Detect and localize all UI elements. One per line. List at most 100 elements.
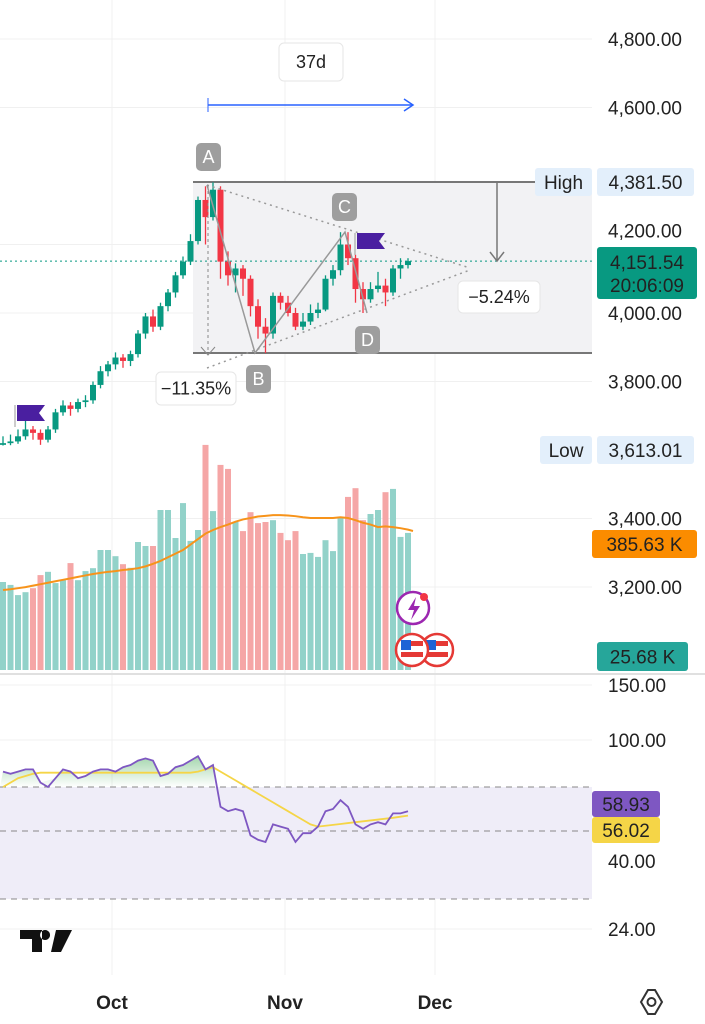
point-label-d-box[interactable]	[355, 326, 380, 354]
volume-bar	[127, 567, 134, 670]
candle-body	[150, 316, 156, 327]
point-label-a-box[interactable]	[196, 143, 221, 171]
volume-bar	[270, 520, 276, 670]
volume-bar	[330, 551, 336, 670]
tradingview-logo[interactable]	[20, 930, 72, 952]
candle-body	[217, 189, 224, 262]
volume-bar	[217, 464, 224, 670]
volume-ma-value: 385.63 K	[606, 535, 682, 556]
price-tick-label: 3,200.00	[608, 578, 682, 599]
point-label-c: C	[338, 197, 351, 217]
volume-bar	[285, 540, 291, 670]
candle-body	[90, 384, 96, 401]
low-label: Low	[549, 441, 584, 462]
price-tick-label: 3,400.00	[608, 510, 682, 531]
candle-body	[45, 429, 51, 440]
candle-body	[262, 326, 269, 334]
volume-bar	[345, 496, 351, 670]
candle-body	[247, 278, 254, 307]
candle-body	[240, 268, 246, 279]
bar-countdown: 20:06:09	[610, 276, 684, 297]
candle-body	[195, 199, 201, 242]
volume-bar	[45, 571, 51, 670]
flag-icon[interactable]	[357, 233, 385, 249]
candle-body	[390, 268, 396, 293]
volume-bar	[277, 532, 284, 670]
candle-body	[127, 354, 134, 361]
target-percent-label-box[interactable]	[457, 280, 541, 314]
candle-body	[337, 244, 344, 271]
point-label-d: D	[361, 330, 374, 350]
volume-bar	[337, 518, 344, 670]
candle-body	[172, 275, 179, 293]
volume-bar	[135, 542, 141, 670]
volume-bar	[105, 550, 111, 670]
candle-body	[187, 241, 194, 262]
rsi-overbought-fill	[0, 756, 215, 787]
drop-percent-label-box[interactable]	[155, 371, 237, 406]
volume-bar	[157, 510, 164, 670]
candle-body	[15, 436, 21, 442]
candle-body	[135, 333, 141, 355]
candle-body	[52, 412, 59, 430]
candle-body	[22, 429, 29, 437]
last-price-badge	[597, 247, 697, 299]
candle-body	[60, 405, 66, 413]
settings-center-icon	[646, 997, 657, 1007]
flag-icon[interactable]	[17, 405, 45, 421]
volume-bar	[165, 510, 171, 670]
candle-body	[307, 313, 314, 322]
volume-bar	[172, 538, 179, 670]
time-tick-label: Oct	[96, 993, 128, 1014]
us-flag-event-icon[interactable]	[394, 632, 430, 668]
volume-ma-value-badge	[592, 530, 697, 558]
date-range-label-box[interactable]	[278, 42, 344, 82]
abcd-pattern-line[interactable]	[206, 184, 368, 355]
candle-body	[67, 405, 74, 409]
triangle-upper-line[interactable]	[206, 184, 471, 269]
rsi-tick-label: 40.00	[608, 852, 656, 873]
candle-body	[255, 306, 261, 327]
volume-bar	[82, 571, 89, 670]
flag-stripe	[426, 641, 448, 646]
flag-canton	[401, 640, 411, 650]
high-value-badge	[597, 168, 694, 196]
candle-body	[75, 402, 81, 409]
arrow-down-icon	[200, 346, 216, 356]
point-label-c-box[interactable]	[332, 193, 357, 221]
price-tick-label: 4,200.00	[608, 222, 682, 243]
volume-bar	[315, 556, 321, 670]
arrow-right-icon	[403, 98, 415, 112]
lightning-icon	[408, 597, 420, 620]
arrow-down-icon	[489, 251, 505, 263]
candle-body	[405, 261, 411, 266]
rsi-value: 58.93	[602, 795, 650, 816]
candle-body	[82, 400, 89, 403]
volume-bar	[120, 564, 126, 670]
low-value: 3,613.01	[609, 441, 683, 462]
candle-body	[7, 441, 14, 444]
point-label-b-box[interactable]	[246, 365, 271, 393]
volume-bar	[150, 546, 156, 670]
volume-bar	[67, 563, 74, 670]
rsi-line	[2, 754, 409, 844]
high-value: 4,381.50	[609, 173, 683, 194]
settings-hexagon-icon[interactable]	[639, 989, 664, 1015]
point-label-a: A	[202, 147, 214, 167]
high-label-badge	[535, 168, 592, 196]
volume-bar	[112, 556, 119, 670]
candle-body	[112, 357, 119, 365]
candle-body	[330, 270, 336, 279]
volume-bar	[142, 546, 149, 670]
volume-bar	[210, 511, 216, 670]
candle-body	[345, 244, 351, 259]
volume-bar	[240, 531, 246, 670]
rsi-ma-value-badge	[592, 817, 660, 843]
rsi-tick-label: 100.00	[608, 731, 666, 752]
volume-bar	[0, 582, 6, 670]
candle-body	[180, 261, 186, 276]
candle-body	[322, 278, 329, 310]
price-tick-label: 4,800.00	[608, 30, 682, 51]
volume-bar	[262, 522, 269, 670]
